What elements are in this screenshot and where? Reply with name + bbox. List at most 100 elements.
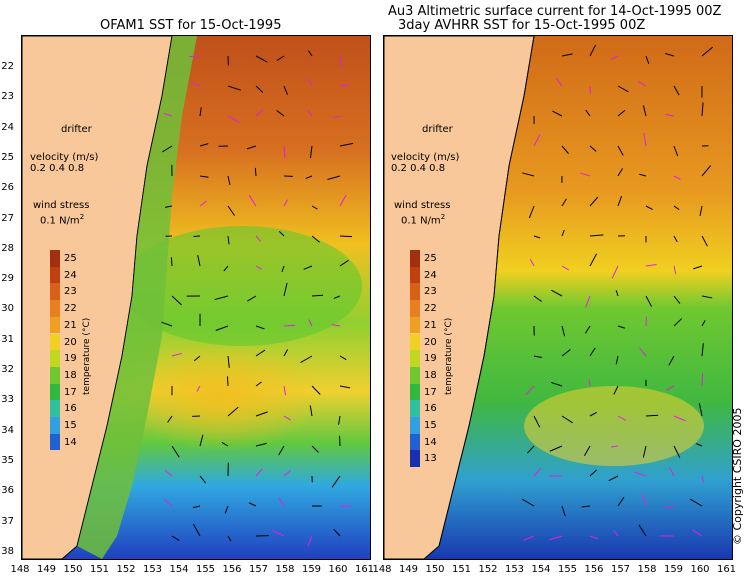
colorbar-tick-label: 25 bbox=[64, 253, 77, 264]
longitude-tick-label: 154 bbox=[169, 564, 189, 575]
velocity-arrow bbox=[199, 107, 202, 117]
velocity-arrow bbox=[276, 55, 285, 61]
drifter-arrow bbox=[701, 475, 704, 483]
latitude-tick-label: 32 bbox=[1, 364, 14, 375]
velocity-arrow bbox=[339, 355, 347, 361]
velocity-arrow bbox=[589, 44, 597, 57]
longitude-tick-label: 158 bbox=[275, 564, 295, 575]
longitude-tick-label: 155 bbox=[557, 564, 578, 575]
green-zone bbox=[122, 226, 362, 346]
colorbar-swatch bbox=[410, 400, 420, 417]
drifter-arrow bbox=[196, 385, 201, 392]
drifter-arrow bbox=[308, 319, 313, 327]
drifter-arrow bbox=[163, 498, 173, 507]
velocity-arrow bbox=[673, 145, 679, 157]
velocity-arrow bbox=[549, 445, 563, 452]
drifter-arrow bbox=[588, 379, 591, 387]
velocity-arrow bbox=[278, 230, 285, 237]
drifter-arrow bbox=[227, 115, 241, 123]
drifter-arrow bbox=[283, 415, 291, 421]
velocity-arrow bbox=[171, 295, 182, 306]
velocity-arrow bbox=[645, 55, 650, 64]
velocity-arrow bbox=[645, 205, 653, 210]
drifter-arrow bbox=[255, 109, 264, 117]
velocity-arrow bbox=[561, 198, 567, 207]
velocity-arrow bbox=[214, 295, 229, 301]
velocity-arrow bbox=[698, 402, 703, 417]
longitude-tick-label: 160 bbox=[328, 564, 348, 575]
velocity-arrow bbox=[589, 234, 604, 237]
colorbar-tick-label: 16 bbox=[424, 403, 437, 415]
drifter-arrow bbox=[639, 347, 647, 357]
latitude-tick-label: 38 bbox=[1, 545, 14, 557]
wind-scale-exponent: 2 bbox=[79, 213, 85, 221]
velocity-arrow bbox=[521, 498, 535, 507]
colorbar-tick-label: 17 bbox=[424, 386, 437, 398]
colorbar-swatch bbox=[410, 366, 420, 384]
drifter-arrow bbox=[171, 352, 182, 357]
longitude-tick-label: 153 bbox=[504, 564, 525, 575]
colorbar-tick-label: 15 bbox=[64, 420, 77, 431]
colorbar-tick-label: 14 bbox=[64, 436, 77, 448]
velocity-arrow bbox=[167, 415, 173, 423]
drifter-arrow bbox=[525, 385, 535, 396]
latitude-tick-label: 31 bbox=[1, 333, 14, 345]
velocity-arrow bbox=[311, 205, 318, 210]
velocity-arrow bbox=[608, 475, 619, 482]
colorbar-swatch bbox=[410, 450, 420, 468]
velocity-arrow bbox=[248, 502, 257, 507]
velocity-arrow bbox=[581, 505, 591, 508]
colorbar-tick-label: 20 bbox=[64, 336, 77, 348]
latitude-tick-label: 23 bbox=[1, 91, 14, 103]
velocity-arrow bbox=[617, 195, 623, 207]
velocity-arrow bbox=[311, 385, 321, 395]
drifter-arrow bbox=[643, 132, 647, 147]
colorbar-swatch bbox=[50, 383, 60, 401]
velocity-arrow bbox=[701, 235, 708, 247]
drifter-arrow bbox=[283, 199, 289, 207]
colorbar-swatch bbox=[410, 350, 420, 367]
colorbar-tick-label: 14 bbox=[424, 436, 437, 448]
velocity-arrow bbox=[221, 441, 229, 447]
avhrr-sst-map-svg bbox=[384, 36, 732, 559]
latitude-tick-label: 35 bbox=[1, 454, 14, 466]
colorbar-swatch bbox=[50, 283, 60, 301]
colorbar-swatch bbox=[50, 333, 60, 351]
velocity-scale-left: 0.2 0.4 0.8 bbox=[30, 163, 85, 174]
drifter-arrow bbox=[163, 113, 173, 117]
drifter-arrow bbox=[339, 84, 350, 87]
velocity-arrow bbox=[255, 349, 266, 357]
velocity-arrow bbox=[642, 105, 647, 117]
colorbar-swatch bbox=[50, 266, 60, 284]
velocity-arrow bbox=[246, 145, 257, 150]
colorbar-swatch bbox=[410, 433, 420, 451]
longitude-tick-label: 152 bbox=[478, 564, 498, 575]
drifter-arrow bbox=[339, 194, 347, 207]
velocity-arrow bbox=[161, 321, 173, 327]
velocity-arrow bbox=[281, 265, 285, 273]
colorbar-axis-label-left: temperature (°C) bbox=[82, 317, 92, 395]
colorbar-tick-label: 23 bbox=[424, 286, 437, 298]
longitude-tick-label: 152 bbox=[116, 564, 136, 575]
latitude-tick-label: 26 bbox=[1, 182, 14, 194]
colorbar-swatch bbox=[410, 417, 420, 434]
warm-eddy bbox=[122, 341, 322, 451]
velocity-arrow bbox=[311, 235, 320, 243]
velocity-arrow bbox=[283, 349, 289, 357]
longitude-tick-label: 159 bbox=[663, 564, 684, 575]
velocity-arrow bbox=[561, 229, 565, 237]
velocity-arrow bbox=[589, 196, 599, 207]
wind-label-left: wind stress bbox=[33, 200, 90, 211]
velocity-arrow bbox=[639, 173, 647, 177]
velocity-arrow bbox=[664, 53, 675, 57]
velocity-arrow bbox=[589, 253, 598, 267]
velocity-arrow bbox=[333, 529, 341, 537]
velocity-arrow bbox=[227, 175, 231, 186]
velocity-arrow bbox=[255, 85, 264, 93]
latitude-tick-label: 29 bbox=[1, 273, 14, 285]
velocity-arrow bbox=[338, 415, 341, 425]
colorbar-swatch bbox=[50, 366, 60, 384]
velocity-arrow bbox=[668, 355, 675, 366]
drifter-arrow bbox=[164, 469, 173, 477]
latitude-tick-label: 24 bbox=[1, 121, 14, 133]
